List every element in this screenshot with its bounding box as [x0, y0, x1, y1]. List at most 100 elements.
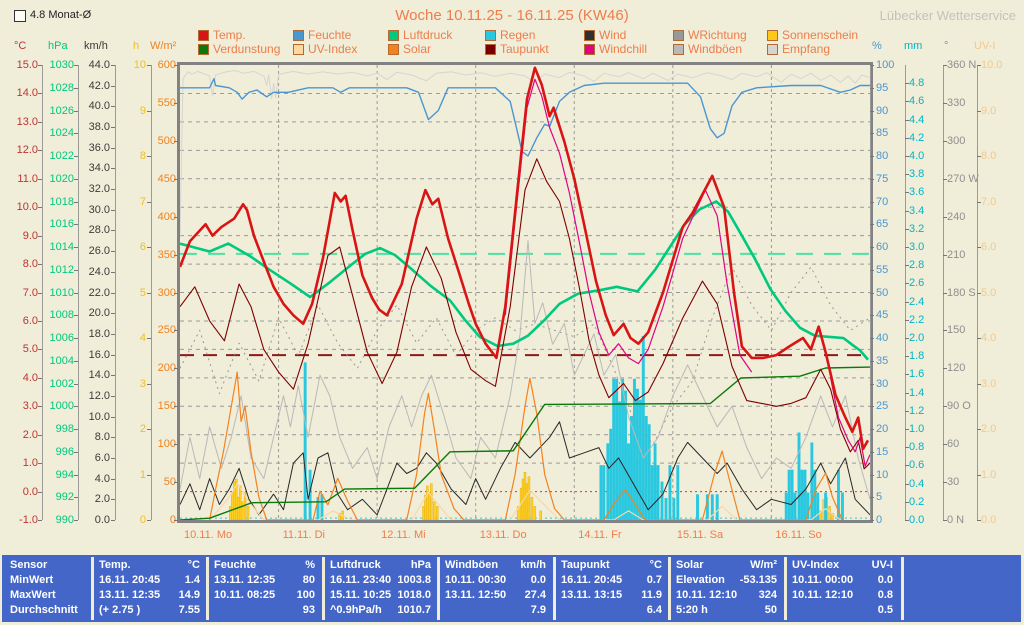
regen-bar: [790, 469, 794, 520]
tickmark-hpa: [74, 406, 78, 408]
sonnenschein-bar: [422, 506, 425, 520]
tickmark-wm2: [174, 102, 178, 104]
table-cell: Feuchte: [214, 559, 257, 571]
page-title: Woche 10.11.25 - 16.11.25 (KW46): [395, 7, 629, 24]
regen-bar: [656, 465, 660, 520]
legend-label: Luftdruck: [403, 28, 453, 42]
table-cell: Taupunkt: [561, 559, 610, 571]
tick-wm2: 250: [157, 324, 176, 337]
day-label: 11.11. Di: [282, 529, 325, 541]
tickmark-mm: [905, 338, 909, 339]
tickmark-deg: [943, 444, 947, 446]
tickmark-temp: [38, 349, 42, 351]
legend-label: Solar: [403, 42, 432, 56]
axis-rule-kmh: [115, 65, 116, 520]
tick-uv: 4.0: [981, 332, 997, 344]
axis-header-kmh: km/h: [84, 40, 108, 52]
axis-header-pct: %: [872, 40, 882, 52]
tick-pct: 65: [876, 218, 889, 231]
legend-swatch: [584, 44, 595, 55]
tickmark-deg: [943, 520, 947, 521]
axis-header-temp: °C: [14, 40, 27, 52]
tickmark-uv: [977, 292, 981, 294]
regen-bar: [320, 494, 324, 520]
tick-uv: 8.0: [981, 150, 997, 162]
table-cell: 10.11. 08:25: [214, 589, 276, 601]
tickmark-pct: [870, 497, 874, 499]
tick-wm2: 100: [157, 438, 176, 451]
tickmark-mm: [905, 392, 909, 394]
tick-kmh: 12.0: [88, 389, 110, 402]
monthly-average-label: 4.8 Monat-Ø: [30, 9, 92, 21]
tick-hpa: 994: [55, 468, 74, 481]
sonnenschein-bar: [533, 506, 537, 520]
tickmark-pct: [870, 201, 874, 203]
series-verdunstung: [180, 366, 870, 520]
legend-label: Wind: [599, 28, 627, 42]
tick-kmh: 28.0: [88, 224, 110, 237]
tickmark-hpa: [74, 65, 78, 66]
tick-hpa: 1020: [49, 172, 74, 185]
tick-wm2: 550: [157, 96, 176, 109]
tick-pct: 90: [876, 104, 889, 117]
tick-pct: 25: [876, 400, 889, 413]
tickmark-wm2: [174, 444, 178, 446]
table-cell: 16.11. 20:45: [561, 574, 623, 586]
tick-kmh: 44.0: [88, 59, 110, 71]
tickmark-pct: [870, 474, 874, 476]
table-cell: ^0.9hPa/h: [330, 604, 382, 616]
tick-temp: 13.0: [16, 115, 38, 128]
tickmark-deg: [943, 406, 947, 408]
tickmark-hpa: [74, 292, 78, 294]
sonnenschein-bar: [231, 492, 234, 520]
table-cell: %: [305, 559, 315, 571]
tick-wm2: 50: [163, 476, 176, 489]
tick-pct: 45: [876, 309, 889, 322]
tick-temp: 0.0: [22, 485, 38, 498]
tickmark-deg: [943, 102, 947, 104]
tickmark-kmh: [111, 499, 115, 501]
regen-bar: [806, 492, 810, 520]
tick-deg: 240: [947, 210, 966, 223]
monthly-average-checkbox[interactable]: [14, 10, 26, 22]
tickmark-wm2: [174, 330, 178, 332]
tickmark-h: [147, 383, 151, 385]
tick-wm2: 600: [157, 59, 176, 71]
tick-h: 1: [139, 468, 146, 481]
regen-bar: [630, 416, 633, 520]
tick-pct: 30: [876, 377, 889, 390]
table-cell: Windböen: [445, 559, 499, 571]
tickmark-hpa: [74, 133, 78, 135]
axis-rule-hpa: [78, 65, 79, 520]
tickmark-mm: [905, 319, 909, 321]
regen-bar: [840, 492, 844, 520]
tick-pct: 95: [876, 81, 889, 94]
tick-temp: 3.0: [22, 400, 38, 413]
tickmark-wm2: [174, 368, 178, 370]
table-cell: °C: [649, 559, 662, 571]
day-label: 12.11. Mi: [381, 529, 426, 541]
series-taupunkt: [180, 158, 870, 470]
tickmark-pct: [870, 269, 874, 271]
tick-hpa: 1006: [49, 332, 74, 344]
tickmark-pct: [870, 87, 874, 89]
tick-kmh: 26.0: [88, 245, 110, 258]
regen-bar: [664, 497, 668, 520]
table-cell: 1010.7: [397, 604, 431, 616]
regen-bar: [632, 378, 636, 520]
table-cell: 324: [758, 589, 777, 601]
tickmark-mm: [905, 483, 909, 485]
legend-swatch: [293, 30, 304, 41]
tickmark-temp: [38, 520, 42, 521]
regen-bar: [797, 432, 801, 520]
tickmark-deg: [943, 292, 947, 294]
tickmark-temp: [38, 178, 42, 180]
tick-deg: 330: [947, 96, 966, 109]
regen-bar: [647, 424, 651, 520]
tick-pct: 5: [876, 491, 883, 504]
tickmark-kmh: [111, 313, 115, 315]
tickmark-mm: [905, 301, 909, 303]
series-uv_index: [209, 483, 841, 520]
legend-swatch: [673, 30, 684, 41]
tick-mm: 2.0: [909, 332, 925, 344]
